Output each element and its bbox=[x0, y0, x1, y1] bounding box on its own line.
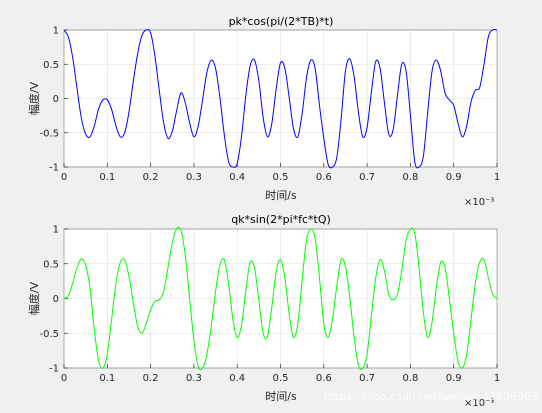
chart-bottom-x-tick-label: 0.4 bbox=[229, 373, 245, 384]
chart-bottom-title: qk*sin(2*pi*fc*tQ) bbox=[231, 213, 331, 226]
chart-top-xlabel: 时间/s bbox=[265, 189, 297, 202]
chart-bottom-x-tick-label: 1 bbox=[494, 373, 500, 384]
chart-top-series-line bbox=[63, 28, 498, 169]
chart-top-x-tick-label: 0.3 bbox=[186, 172, 202, 183]
chart-top-x-tick-label: 0.1 bbox=[99, 172, 115, 183]
chart-bottom-y-tick-label: -1 bbox=[49, 364, 59, 375]
chart-bottom-y-tick-label: 1 bbox=[53, 225, 59, 236]
chart-bottom-grid bbox=[63, 228, 498, 369]
chart-bottom-x-tick-label: 0.9 bbox=[446, 373, 462, 384]
chart-top-x-tick-label: 0.2 bbox=[143, 172, 159, 183]
chart-top-x-tick-label: 0 bbox=[61, 172, 67, 183]
chart-bottom-x-tick-label: 0 bbox=[61, 373, 67, 384]
chart-top-y-tick-label: 0 bbox=[53, 94, 59, 105]
chart-top-x-multiplier: ×10⁻³ bbox=[464, 197, 494, 208]
chart-top-x-tick-label: 0.5 bbox=[273, 172, 289, 183]
chart-bottom: qk*sin(2*pi*fc*tQ) 0 0.1 0.2 0.3 0.4 0.5 0.6 0.… bbox=[27, 213, 500, 409]
chart-top-grid bbox=[63, 29, 498, 168]
chart-top: pk*cos(pi/(2*TB)*t) 0 0.1 0.2 0.3 0.4 0.5 0.6 0… bbox=[27, 15, 500, 208]
watermark: https://blog.csdn.net/weixin_43658963 bbox=[323, 390, 538, 403]
chart-top-y-tick-label: 0.5 bbox=[43, 60, 59, 71]
chart-top-ylabel: 幅度/V bbox=[27, 81, 41, 115]
chart-top-y-tick-label: -0.5 bbox=[39, 128, 59, 139]
chart-top-ticks: 0 0.1 0.2 0.3 0.4 0.5 0.6 0.7 0.8 0.9 1 -1 -0.5 0 0.5 1 bbox=[39, 26, 500, 184]
chart-bottom-x-tick-label: 0.3 bbox=[186, 373, 202, 384]
chart-top-x-tick-label: 0.4 bbox=[229, 172, 245, 183]
chart-bottom-x-tick-label: 0.7 bbox=[359, 373, 375, 384]
chart-top-x-tick-label: 0.9 bbox=[446, 172, 462, 183]
chart-bottom-xlabel: 时间/s bbox=[265, 390, 297, 403]
chart-bottom-ylabel: 幅度/V bbox=[27, 281, 41, 315]
chart-bottom-y-tick-label: -0.5 bbox=[39, 329, 59, 340]
chart-bottom-x-tick-label: 0.6 bbox=[316, 373, 332, 384]
chart-top-y-tick-label: -1 bbox=[49, 163, 59, 174]
chart-bottom-x-tick-label: 0.8 bbox=[402, 373, 418, 384]
chart-top-y-tick-label: 1 bbox=[53, 26, 59, 37]
chart-bottom-x-tick-label: 0.5 bbox=[273, 373, 289, 384]
chart-top-x-tick-label: 0.8 bbox=[402, 172, 418, 183]
chart-bottom-y-tick-label: 0 bbox=[53, 294, 59, 305]
chart-bottom-ticks: 0 0.1 0.2 0.3 0.4 0.5 0.6 0.7 0.8 0.9 1 -1 -0.5 0 0.5 1 bbox=[39, 225, 500, 385]
chart-top-x-tick-label: 0.7 bbox=[359, 172, 375, 183]
chart-top-title: pk*cos(pi/(2*TB)*t) bbox=[229, 15, 334, 28]
chart-top-x-tick-label: 0.6 bbox=[316, 172, 332, 183]
chart-bottom-y-tick-label: 0.5 bbox=[43, 259, 59, 270]
chart-bottom-x-tick-label: 0.1 bbox=[99, 373, 115, 384]
chart-bottom-x-multiplier: ×10⁻³ bbox=[464, 398, 494, 409]
chart-bottom-x-tick-label: 0.2 bbox=[143, 373, 159, 384]
chart-top-x-tick-label: 1 bbox=[494, 172, 500, 183]
chart-bottom-series-line bbox=[63, 226, 498, 371]
